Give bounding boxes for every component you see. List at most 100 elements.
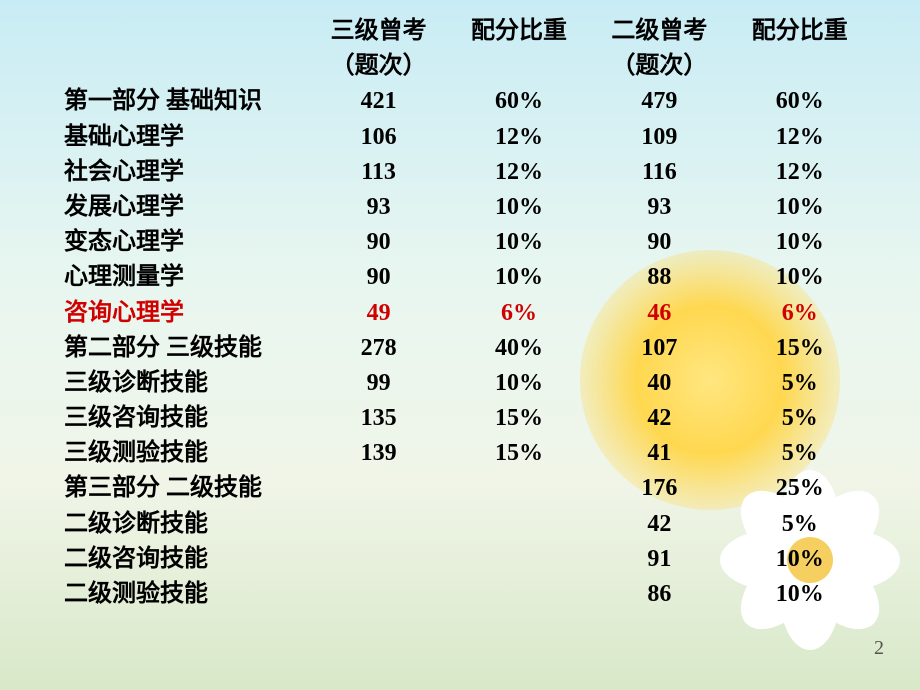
header-col2-l1: 配分比重 <box>449 14 589 49</box>
row-c1: 421 <box>308 84 448 119</box>
row-c3: 42 <box>589 507 729 542</box>
row-c2: 15% <box>449 401 589 436</box>
row-label: 二级测验技能 <box>60 577 308 612</box>
row-c2 <box>449 471 589 506</box>
table-row: 咨询心理学496%466% <box>60 296 870 331</box>
row-c4: 10% <box>730 225 870 260</box>
table-row: 二级诊断技能 425% <box>60 507 870 542</box>
row-c2 <box>449 577 589 612</box>
row-c4: 5% <box>730 436 870 471</box>
slide-content: 三级曾考 配分比重 二级曾考 配分比重 （题次） （题次） 第一部分 基础知识4… <box>0 0 920 612</box>
row-c4: 12% <box>730 155 870 190</box>
row-c1 <box>308 507 448 542</box>
row-c1 <box>308 542 448 577</box>
row-c1 <box>308 577 448 612</box>
row-c1: 90 <box>308 260 448 295</box>
row-label: 三级咨询技能 <box>60 401 308 436</box>
row-c2: 12% <box>449 120 589 155</box>
header-row-2: （题次） （题次） <box>60 49 870 84</box>
row-c2: 10% <box>449 366 589 401</box>
row-c2: 40% <box>449 331 589 366</box>
row-c3: 107 <box>589 331 729 366</box>
row-c4: 10% <box>730 260 870 295</box>
row-c3: 479 <box>589 84 729 119</box>
table-row: 二级测验技能 8610% <box>60 577 870 612</box>
header-col1-l1: 三级曾考 <box>308 14 448 49</box>
row-c2: 12% <box>449 155 589 190</box>
row-c3: 116 <box>589 155 729 190</box>
row-c3: 93 <box>589 190 729 225</box>
row-label: 变态心理学 <box>60 225 308 260</box>
row-c2: 6% <box>449 296 589 331</box>
row-c3: 40 <box>589 366 729 401</box>
row-label: 二级诊断技能 <box>60 507 308 542</box>
header-col1-l2: （题次） <box>308 49 448 84</box>
row-c2: 10% <box>449 260 589 295</box>
row-label: 三级诊断技能 <box>60 366 308 401</box>
row-label: 咨询心理学 <box>60 296 308 331</box>
row-c4: 60% <box>730 84 870 119</box>
table-row: 基础心理学10612%10912% <box>60 120 870 155</box>
row-c4: 5% <box>730 507 870 542</box>
row-c3: 42 <box>589 401 729 436</box>
row-c3: 46 <box>589 296 729 331</box>
row-label: 发展心理学 <box>60 190 308 225</box>
row-label: 社会心理学 <box>60 155 308 190</box>
row-label: 第一部分 基础知识 <box>60 84 308 119</box>
row-c1 <box>308 471 448 506</box>
header-col4-l1: 配分比重 <box>730 14 870 49</box>
row-c4: 10% <box>730 190 870 225</box>
row-label: 二级咨询技能 <box>60 542 308 577</box>
row-c3: 41 <box>589 436 729 471</box>
row-c1: 99 <box>308 366 448 401</box>
row-label: 三级测验技能 <box>60 436 308 471</box>
row-c1: 113 <box>308 155 448 190</box>
row-c4: 5% <box>730 366 870 401</box>
row-c1: 106 <box>308 120 448 155</box>
row-c2: 15% <box>449 436 589 471</box>
table-row: 三级测验技能13915%415% <box>60 436 870 471</box>
table-row: 发展心理学9310%9310% <box>60 190 870 225</box>
row-c4: 10% <box>730 542 870 577</box>
row-c1: 139 <box>308 436 448 471</box>
table-row: 社会心理学11312%11612% <box>60 155 870 190</box>
table-row: 心理测量学9010%8810% <box>60 260 870 295</box>
row-label: 基础心理学 <box>60 120 308 155</box>
row-c2: 10% <box>449 225 589 260</box>
table-row: 第三部分 二级技能 17625% <box>60 471 870 506</box>
header-col3-l2: （题次） <box>589 49 729 84</box>
row-c3: 90 <box>589 225 729 260</box>
row-c3: 176 <box>589 471 729 506</box>
row-c4: 10% <box>730 577 870 612</box>
row-c3: 109 <box>589 120 729 155</box>
page-number: 2 <box>874 637 884 660</box>
row-c4: 5% <box>730 401 870 436</box>
row-c1: 93 <box>308 190 448 225</box>
row-c4: 15% <box>730 331 870 366</box>
row-c2 <box>449 542 589 577</box>
header-row-1: 三级曾考 配分比重 二级曾考 配分比重 <box>60 14 870 49</box>
row-label: 第三部分 二级技能 <box>60 471 308 506</box>
row-label: 第二部分 三级技能 <box>60 331 308 366</box>
table-row: 第一部分 基础知识42160%47960% <box>60 84 870 119</box>
row-c1: 49 <box>308 296 448 331</box>
row-c4: 12% <box>730 120 870 155</box>
row-c4: 6% <box>730 296 870 331</box>
row-c1: 135 <box>308 401 448 436</box>
row-c4: 25% <box>730 471 870 506</box>
row-c1: 278 <box>308 331 448 366</box>
header-col3-l1: 二级曾考 <box>589 14 729 49</box>
row-c1: 90 <box>308 225 448 260</box>
data-table: 三级曾考 配分比重 二级曾考 配分比重 （题次） （题次） 第一部分 基础知识4… <box>60 14 870 612</box>
row-c3: 86 <box>589 577 729 612</box>
table-row: 变态心理学9010%9010% <box>60 225 870 260</box>
row-label: 心理测量学 <box>60 260 308 295</box>
table-row: 二级咨询技能9110% <box>60 542 870 577</box>
row-c3: 88 <box>589 260 729 295</box>
row-c2: 10% <box>449 190 589 225</box>
table-row: 三级咨询技能13515%425% <box>60 401 870 436</box>
table-row: 三级诊断技能9910%405% <box>60 366 870 401</box>
row-c2: 60% <box>449 84 589 119</box>
table-row: 第二部分 三级技能27840%10715% <box>60 331 870 366</box>
row-c2 <box>449 507 589 542</box>
